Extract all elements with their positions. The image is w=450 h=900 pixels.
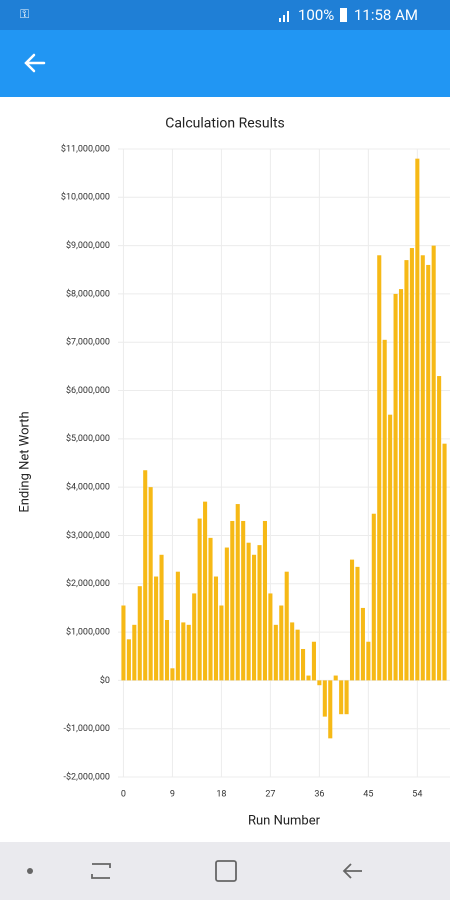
bar <box>279 605 284 681</box>
status-bar <box>0 0 450 30</box>
bar <box>154 576 159 681</box>
bar <box>208 537 213 681</box>
y-tick-label: $4,000,000 <box>66 482 110 493</box>
y-tick-label: $3,000,000 <box>66 530 110 541</box>
chart: Calculation Results Run Number Ending Net … <box>17 116 450 828</box>
x-tick-label: 27 <box>265 789 275 799</box>
bar <box>393 293 398 681</box>
bar <box>175 571 180 681</box>
nav-bar <box>0 842 450 900</box>
bar <box>132 624 137 681</box>
bar <box>197 518 202 681</box>
recents-button[interactable] <box>91 863 111 879</box>
y-tick-label: $0 <box>100 675 110 686</box>
back-button[interactable] <box>24 53 46 73</box>
bar <box>137 586 142 681</box>
bar <box>219 605 224 681</box>
bar <box>366 641 371 681</box>
home-button[interactable] <box>215 860 237 882</box>
bar <box>181 622 186 681</box>
y-tick-label: -$1,000,000 <box>64 723 111 734</box>
bar <box>273 624 278 681</box>
bar <box>290 622 295 681</box>
bar <box>409 248 414 681</box>
bar <box>382 339 387 681</box>
bar <box>170 668 175 681</box>
bar <box>398 289 404 681</box>
x-tick-label: 45 <box>363 789 373 799</box>
bar <box>143 470 148 681</box>
app-bar <box>0 30 450 97</box>
bar <box>159 554 164 681</box>
bar <box>437 376 442 681</box>
clock: 11:58 AM <box>354 6 418 24</box>
bar <box>252 554 257 681</box>
bar <box>355 566 360 681</box>
bar <box>148 487 153 681</box>
bar <box>377 255 382 681</box>
y-tick-label: $1,000,000 <box>66 626 110 637</box>
x-axis-label: Run Number <box>248 813 321 828</box>
bar <box>306 675 311 681</box>
bar <box>360 607 365 681</box>
bar <box>164 620 170 681</box>
x-tick-label: 9 <box>170 789 175 799</box>
bar <box>442 443 447 681</box>
y-tick-label: -$2,000,000 <box>64 771 111 782</box>
bar <box>349 559 355 681</box>
bar <box>301 648 306 681</box>
y-tick-label: $6,000,000 <box>66 385 110 396</box>
bar <box>121 605 126 681</box>
bar <box>388 414 393 681</box>
bar <box>213 576 219 681</box>
bar <box>126 639 131 681</box>
bar <box>186 624 191 681</box>
bar <box>431 245 436 681</box>
x-tick-label: 54 <box>412 789 422 799</box>
x-tick-label: 0 <box>121 789 126 799</box>
y-tick-label: $2,000,000 <box>66 578 110 589</box>
nav-back-button[interactable] <box>342 863 362 879</box>
bar <box>322 680 327 717</box>
bar <box>246 542 251 681</box>
nav-dot <box>27 868 33 874</box>
bar <box>257 545 262 681</box>
y-tick-label: $11,000,000 <box>61 143 110 154</box>
bar <box>404 260 409 681</box>
bar <box>241 520 246 681</box>
status-icons: ⚿ <box>20 7 29 21</box>
bar <box>415 158 420 681</box>
bar <box>262 520 267 681</box>
bar <box>333 675 338 681</box>
bar <box>371 513 376 681</box>
bar <box>339 680 344 715</box>
y-tick-label: $5,000,000 <box>66 433 110 444</box>
bar <box>328 680 333 739</box>
bar <box>311 641 316 681</box>
bar <box>224 547 229 681</box>
bar <box>344 680 349 715</box>
battery-icon <box>340 8 347 22</box>
y-tick-label: $7,000,000 <box>66 337 110 348</box>
bar <box>192 593 197 681</box>
bar <box>230 520 235 681</box>
bar <box>317 680 322 686</box>
bar <box>420 255 425 681</box>
y-tick-label: $10,000,000 <box>61 192 110 203</box>
chart-title: Calculation Results <box>165 116 285 132</box>
bar <box>284 571 289 681</box>
bar <box>295 629 300 681</box>
x-tick-label: 18 <box>216 789 226 799</box>
bar <box>426 264 431 681</box>
battery-text: 100% <box>298 6 334 24</box>
bar <box>235 504 240 681</box>
bar <box>268 593 273 681</box>
x-tick-label: 36 <box>314 789 324 799</box>
signal-icon <box>279 11 289 22</box>
bar <box>203 501 208 681</box>
y-tick-label: $9,000,000 <box>66 240 110 251</box>
y-axis-label: Ending Net Worth <box>17 411 32 512</box>
y-tick-label: $8,000,000 <box>66 288 110 299</box>
